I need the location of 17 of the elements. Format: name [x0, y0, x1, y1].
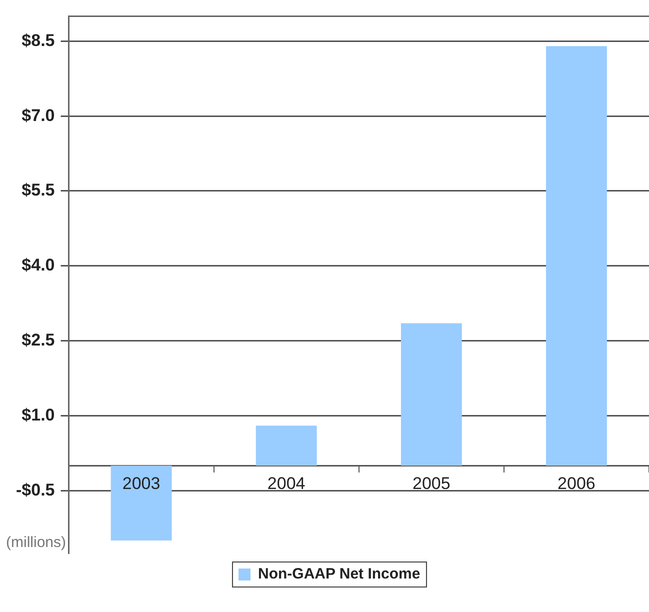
y-tick-label: $1.0 [22, 405, 55, 424]
bar [400, 323, 462, 466]
bar [256, 426, 317, 466]
x-tick-label: 2005 [412, 474, 450, 493]
y-tick-label: $5.5 [22, 180, 55, 200]
y-tick-label: $7.0 [22, 106, 55, 125]
y-tick-label: -$0.5 [16, 480, 55, 500]
y-tick-label: $8.5 [22, 30, 55, 50]
x-tick-label: 2006 [558, 474, 596, 493]
y-tick-label: $4.0 [22, 256, 55, 275]
y-tick-label: $2.5 [22, 330, 55, 350]
legend-label: Non-GAAP Net Income [258, 566, 420, 583]
x-tick-label: 2004 [267, 474, 306, 493]
bar [110, 466, 172, 541]
x-tick-label: 2003 [122, 474, 160, 493]
text: (millions) [6, 534, 66, 551]
bar [546, 46, 607, 466]
